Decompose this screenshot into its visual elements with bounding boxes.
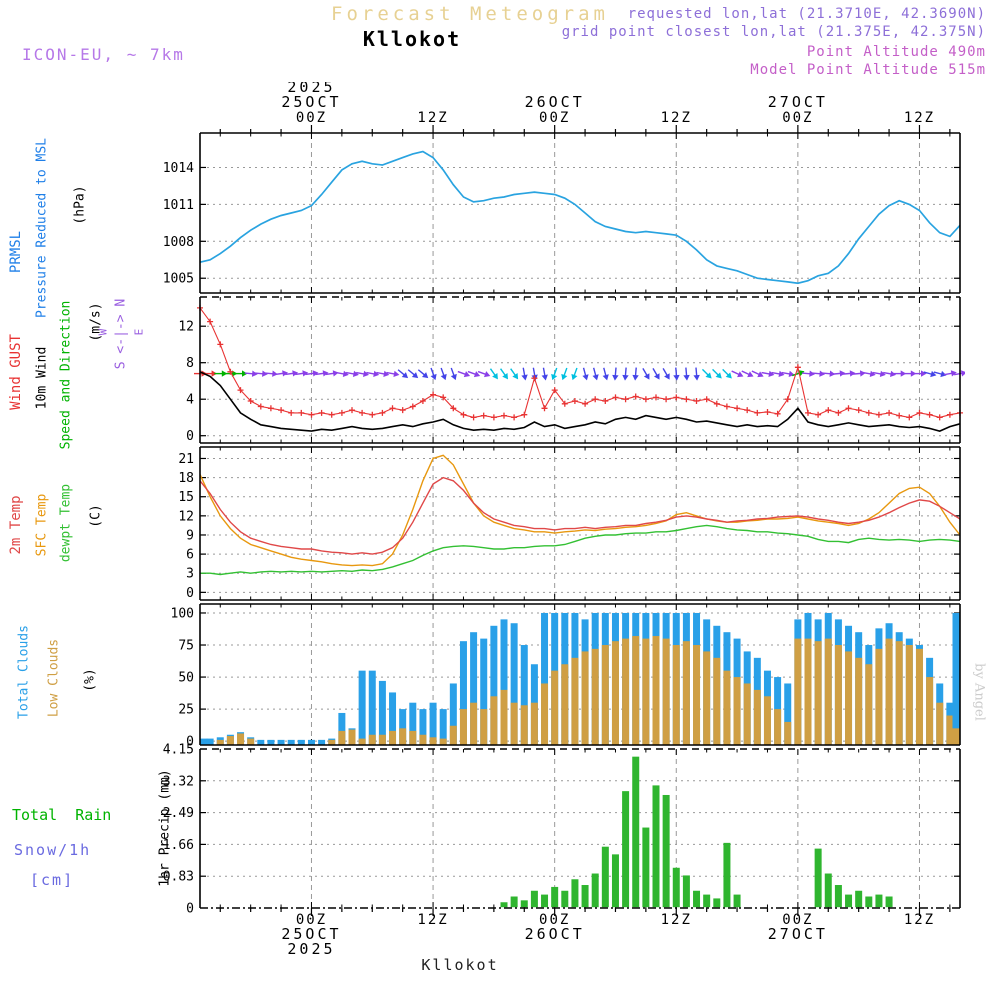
meteogram-plot: 1005 1008 1011 1014 0 4 8 12 0 3 6 9 12 15 18 21 0 25 50 75… — [163, 82, 965, 974]
wind-unit-label: (m/s) — [88, 302, 104, 342]
svg-text:25OCT: 25OCT — [281, 925, 341, 943]
svg-text:0: 0 — [186, 586, 194, 601]
low-clouds-axis-label: Low Clouds — [46, 638, 62, 718]
grid-point-label: grid point closest lon,lat (21.375E, 42.… — [561, 24, 986, 40]
svg-text:0.83: 0.83 — [163, 870, 194, 885]
svg-text:75: 75 — [178, 639, 194, 654]
svg-text:21: 21 — [178, 452, 194, 467]
svg-text:15: 15 — [178, 490, 194, 505]
point-altitude-label: Point Altitude 490m — [806, 44, 986, 60]
requested-coords-label: requested lon,lat (21.3710E, 42.3690N) — [627, 6, 986, 22]
svg-text:25: 25 — [178, 703, 194, 718]
svg-text:12Z: 12Z — [417, 110, 448, 126]
svg-text:Kllokot: Kllokot — [421, 956, 498, 974]
svg-text:1014: 1014 — [163, 161, 194, 176]
wind-10m-axis-label: 10m Wind — [34, 346, 50, 410]
svg-text:3: 3 — [186, 567, 194, 582]
svg-text:00Z: 00Z — [539, 912, 570, 928]
compass-west-label: W — [96, 328, 110, 336]
prmsl-axis-label: PRMSL — [8, 230, 24, 274]
svg-text:8: 8 — [186, 356, 194, 371]
svg-text:26OCT: 26OCT — [525, 925, 585, 943]
svg-text:00Z: 00Z — [539, 110, 570, 126]
svg-text:18: 18 — [178, 471, 194, 486]
svg-text:00Z: 00Z — [782, 912, 813, 928]
svg-text:27OCT: 27OCT — [768, 93, 828, 111]
svg-text:2025: 2025 — [287, 82, 335, 96]
pressure-unit-label: (hPa) — [72, 185, 88, 225]
svg-text:1008: 1008 — [163, 235, 194, 250]
svg-text:2.49: 2.49 — [163, 806, 194, 821]
svg-text:25OCT: 25OCT — [281, 93, 341, 111]
svg-text:4.15: 4.15 — [163, 743, 194, 758]
svg-text:100: 100 — [171, 606, 194, 621]
page-title: Forecast Meteogram — [331, 3, 609, 25]
temp-dewpt-axis-label: dewpt Temp — [58, 483, 74, 563]
watermark: by Angel — [971, 663, 987, 721]
svg-text:1.66: 1.66 — [163, 838, 194, 853]
svg-text:9: 9 — [186, 528, 194, 543]
svg-text:00Z: 00Z — [296, 110, 327, 126]
pressure-long-axis-label: Pressure Reduced to MSL — [34, 137, 50, 319]
svg-text:0: 0 — [186, 902, 194, 917]
temp-2m-axis-label: 2m Temp — [8, 495, 24, 555]
station-title: Kllokot — [362, 27, 462, 51]
svg-text:12Z: 12Z — [661, 912, 692, 928]
temp-unit-label: (C) — [88, 504, 104, 528]
wind-gust-axis-label: Wind GUST — [8, 334, 24, 410]
svg-text:1011: 1011 — [163, 198, 194, 213]
wind-speed-dir-axis-label: Speed and Direction — [58, 300, 74, 450]
svg-text:12Z: 12Z — [904, 912, 935, 928]
svg-text:12Z: 12Z — [661, 110, 692, 126]
compass-east-label: E — [132, 328, 146, 336]
svg-text:12Z: 12Z — [417, 912, 448, 928]
svg-text:2025: 2025 — [287, 940, 335, 958]
svg-text:12Z: 12Z — [904, 110, 935, 126]
svg-text:12: 12 — [178, 320, 194, 335]
model-altitude-label: Model Point Altitude 515m — [750, 62, 986, 78]
svg-text:6: 6 — [186, 548, 194, 563]
snow-label: Snow/1h — [14, 841, 92, 859]
total-rain-label: Total Rain — [12, 806, 112, 824]
svg-text:27OCT: 27OCT — [768, 925, 828, 943]
total-clouds-axis-label: Total Clouds — [16, 625, 32, 719]
snow-unit-label: [cm] — [30, 871, 75, 889]
svg-text:50: 50 — [178, 671, 194, 686]
svg-text:3.32: 3.32 — [163, 774, 194, 789]
clouds-unit-label: (%) — [82, 668, 98, 692]
compass-ns-label: S <-|-> N — [113, 298, 129, 370]
svg-text:0: 0 — [186, 429, 194, 444]
svg-text:1005: 1005 — [163, 272, 194, 287]
model-label: ICON-EU, ~ 7km — [22, 45, 185, 64]
svg-text:12: 12 — [178, 509, 194, 524]
svg-text:0: 0 — [186, 735, 194, 750]
svg-text:00Z: 00Z — [296, 912, 327, 928]
temp-sfc-axis-label: SFC Temp — [34, 493, 50, 557]
svg-text:4: 4 — [186, 393, 194, 408]
svg-text:00Z: 00Z — [782, 110, 813, 126]
svg-text:26OCT: 26OCT — [525, 93, 585, 111]
